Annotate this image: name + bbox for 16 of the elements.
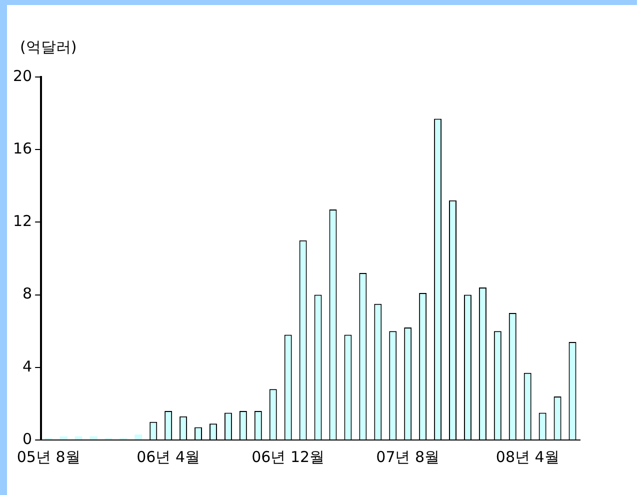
x-tick-label: 06년 4월: [136, 448, 200, 466]
y-tick-label: 16: [12, 139, 32, 158]
y-tick-label: 4: [22, 357, 32, 376]
y-tick-label: 0: [22, 430, 32, 448]
y-axis-title: (억달러): [20, 38, 77, 57]
x-tick-label: 06년 12월: [252, 448, 325, 466]
x-tick-label: 05년 8월: [16, 448, 80, 466]
bar: [74, 436, 82, 440]
y-tick-label: 12: [12, 212, 32, 230]
x-tick-label: 07년 8월: [376, 448, 440, 466]
bar: [60, 436, 68, 440]
y-tick-label: 20: [12, 66, 32, 85]
y-tick-label: 8: [22, 284, 32, 303]
x-tick-label: 08년 4월: [496, 448, 560, 466]
bar: [134, 434, 142, 440]
bar: [90, 436, 98, 440]
